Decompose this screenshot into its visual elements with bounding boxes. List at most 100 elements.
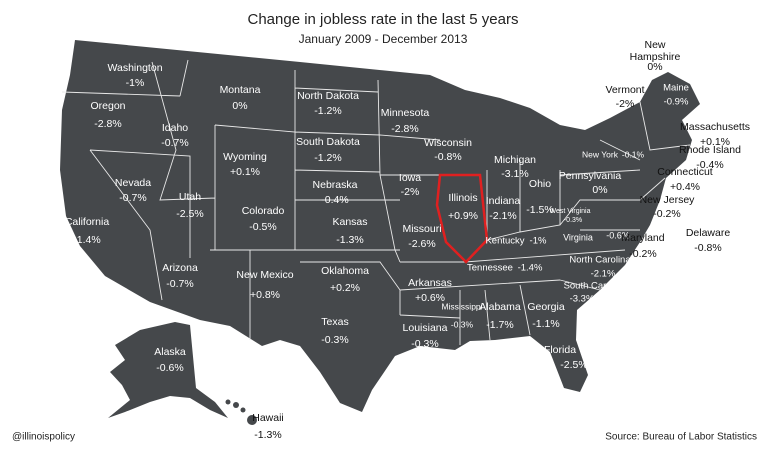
state-change: -0.8% xyxy=(434,151,461,163)
state-change: -1.3% xyxy=(254,429,281,441)
state-change: -0.3% xyxy=(451,319,474,329)
state-change: -3.1% xyxy=(501,168,528,180)
state-name: Delaware xyxy=(686,227,731,239)
state-change: +0.9% xyxy=(448,210,478,222)
state-name: Kentucky xyxy=(485,236,524,247)
state-change: -2.5% xyxy=(176,208,203,220)
state-name: New York xyxy=(582,149,619,159)
state-change: -2.1% xyxy=(489,210,516,222)
state-change: -1.3% xyxy=(336,234,363,246)
state-change: -0.3% xyxy=(321,334,348,346)
state-name: Missouri xyxy=(402,223,441,235)
state-name: Minnesota xyxy=(381,107,430,119)
hawaii-shape xyxy=(225,399,257,425)
state-name: Illinois xyxy=(448,192,477,204)
state-name: Idaho xyxy=(162,122,188,134)
state-change: -2.8% xyxy=(391,123,418,135)
state-change: -1% xyxy=(530,236,547,247)
state-name: Montana xyxy=(220,84,261,96)
state-name: Maine xyxy=(663,83,689,94)
state-name: Alaska xyxy=(154,346,186,358)
state-change: 0% xyxy=(647,61,662,73)
state-name: Rhode Island xyxy=(679,144,741,156)
state-change: -0.2% xyxy=(653,208,680,220)
state-name: Indiana xyxy=(486,195,521,207)
state-name: Utah xyxy=(179,191,201,203)
state-name: Mississippi xyxy=(441,301,482,311)
state-name: Wyoming xyxy=(223,151,267,163)
state-change: -1.7% xyxy=(486,319,513,331)
credit: @illinoispolicy xyxy=(12,432,75,443)
state-name: Nevada xyxy=(115,177,151,189)
state-name: Nebraska xyxy=(313,179,358,191)
state-change: -0.5% xyxy=(249,221,276,233)
us-mainland xyxy=(60,40,700,412)
state-change: 0% xyxy=(232,100,247,112)
state-change: -0.7% xyxy=(161,137,188,149)
state-name: Vermont xyxy=(605,84,644,96)
state-change: -0.7% xyxy=(119,192,146,204)
state-name: Florida xyxy=(544,344,576,356)
state-change: -0.4% xyxy=(321,194,348,206)
state-change: -0.4% xyxy=(696,159,723,171)
state-name: Pennsylvania xyxy=(559,170,622,182)
state-change: -0.3% xyxy=(564,217,582,224)
state-change: -1.5% xyxy=(526,204,553,216)
state-name: Tennessee xyxy=(467,263,513,274)
state-name: Oregon xyxy=(90,100,125,112)
state-change: -0.2% xyxy=(629,248,656,260)
state-change: -0.6% xyxy=(156,362,183,374)
state-change: -0.9% xyxy=(664,97,689,108)
state-name: Kansas xyxy=(332,216,367,228)
state-change: -2.8% xyxy=(94,118,121,130)
state-change: -2.6% xyxy=(408,238,435,250)
state-change: -0.8% xyxy=(694,242,721,254)
state-change: -1.1% xyxy=(532,318,559,330)
state-change: -2.5% xyxy=(560,359,587,371)
state-name: New Mexico xyxy=(236,269,293,281)
state-name: Alabama xyxy=(479,301,521,313)
state-change: -0.7% xyxy=(166,278,193,290)
state-labels: Washington-1%Oregon-2.8%California-1.4%N… xyxy=(65,39,750,441)
state-change: -2.1% xyxy=(591,269,616,280)
map-shapes xyxy=(60,40,700,425)
state-change: +0.4% xyxy=(670,181,700,193)
state-change: -1.4% xyxy=(518,263,543,274)
state-name: Iowa xyxy=(399,172,421,184)
state-change: -0.1% xyxy=(622,149,645,159)
state-name: New Jersey xyxy=(640,194,696,206)
state-change: -2% xyxy=(401,186,420,198)
illinois-highlight xyxy=(435,173,489,264)
state-change: -2% xyxy=(616,98,635,110)
title: Change in jobless rate in the last 5 yea… xyxy=(248,11,519,28)
state-change: -1.2% xyxy=(314,152,341,164)
state-name: Arkansas xyxy=(408,277,452,289)
state-change: +0.1% xyxy=(700,136,730,148)
alaska-shape xyxy=(108,322,228,418)
state-name: South Carolina xyxy=(564,281,628,292)
state-name: Virginia xyxy=(563,232,593,242)
state-name: South Dakota xyxy=(296,136,360,148)
state-change: +0.1% xyxy=(230,166,260,178)
state-name: West Virginia xyxy=(550,208,591,215)
source: Source: Bureau of Labor Statistics xyxy=(605,432,757,443)
state-name: Oklahoma xyxy=(321,265,369,277)
state-name: Louisiana xyxy=(403,322,448,334)
state-name: New Hampshire xyxy=(630,39,681,63)
state-name: Maryland xyxy=(621,232,664,244)
state-name: Colorado xyxy=(242,205,285,217)
state-change: -1% xyxy=(126,77,145,89)
state-change: +0.2% xyxy=(330,282,360,294)
state-change: -0.6% xyxy=(606,230,630,240)
state-name: California xyxy=(65,216,110,228)
state-name: Hawaii xyxy=(252,412,284,424)
state-change: 0% xyxy=(592,184,607,196)
state-name: Connecticut xyxy=(657,166,713,178)
state-change: +0.8% xyxy=(250,289,280,301)
state-name: North Carolina xyxy=(569,255,631,266)
state-name: Georgia xyxy=(527,301,565,313)
state-name: Texas xyxy=(321,316,348,328)
state-change: +0.6% xyxy=(415,292,445,304)
state-name: Massachusetts xyxy=(680,121,750,133)
state-change: -0.3% xyxy=(411,338,438,350)
